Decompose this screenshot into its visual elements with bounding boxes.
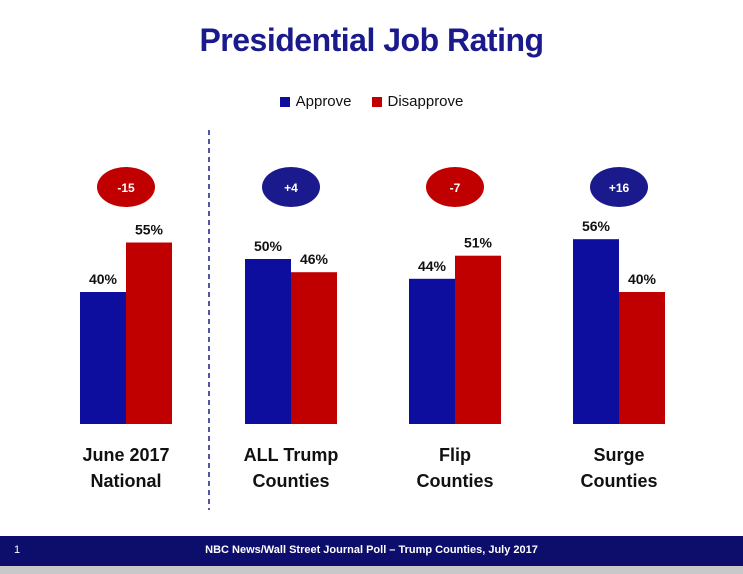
data-label-disapprove-1: 46% — [300, 251, 329, 267]
category-label-0-line-1: National — [90, 471, 161, 491]
category-label-1-line-1: Counties — [252, 471, 329, 491]
footer-shadow — [0, 566, 743, 574]
bar-approve-2 — [409, 278, 455, 424]
bar-disapprove-0 — [126, 242, 172, 424]
net-badge-label-1: +4 — [284, 181, 298, 195]
category-label-1-line-0: ALL Trump — [244, 445, 339, 465]
category-label-3-line-1: Counties — [580, 471, 657, 491]
chart-title: Presidential Job Rating — [199, 22, 544, 58]
data-label-approve-1: 50% — [254, 238, 283, 254]
legend-item-disapprove: Disapprove — [371, 93, 464, 110]
bar-disapprove-1 — [291, 272, 337, 424]
data-label-approve-2: 44% — [418, 258, 447, 274]
data-label-disapprove-2: 51% — [464, 235, 493, 251]
net-badge-label-2: -7 — [450, 181, 461, 195]
bar-approve-1 — [245, 259, 291, 424]
page-number: 1 — [14, 544, 21, 556]
bar-approve-0 — [80, 292, 126, 424]
data-label-approve-3: 56% — [582, 218, 611, 234]
net-badge-3 — [590, 167, 648, 207]
net-badge-0 — [97, 167, 155, 207]
bar-disapprove-2 — [455, 255, 501, 424]
category-label-3-line-0: Surge — [593, 445, 644, 465]
legend-swatch-approve — [279, 96, 290, 107]
data-label-disapprove-0: 55% — [135, 222, 164, 238]
footer-source: NBC News/Wall Street Journal Poll – Trum… — [205, 544, 538, 556]
net-badge-2 — [426, 167, 484, 207]
net-badge-1 — [262, 167, 320, 207]
category-label-2-line-0: Flip — [439, 445, 471, 465]
footer-bar: 1 NBC News/Wall Street Journal Poll – Tr… — [0, 536, 743, 566]
net-badge-label-3: +16 — [609, 181, 630, 195]
data-label-approve-0: 40% — [89, 271, 118, 287]
legend-swatch-disapprove — [371, 96, 382, 107]
bar-approve-3 — [573, 239, 619, 424]
bar-disapprove-3 — [619, 292, 665, 424]
data-label-disapprove-3: 40% — [628, 271, 657, 287]
category-label-0-line-0: June 2017 — [82, 445, 169, 465]
net-badge-label-0: -15 — [117, 181, 135, 195]
category-label-2-line-1: Counties — [416, 471, 493, 491]
legend-label-disapprove: Disapprove — [387, 93, 464, 110]
legend-item-approve: Approve — [279, 93, 352, 110]
legend-label-approve: Approve — [295, 93, 352, 110]
legend: Approve Disapprove — [0, 93, 743, 110]
